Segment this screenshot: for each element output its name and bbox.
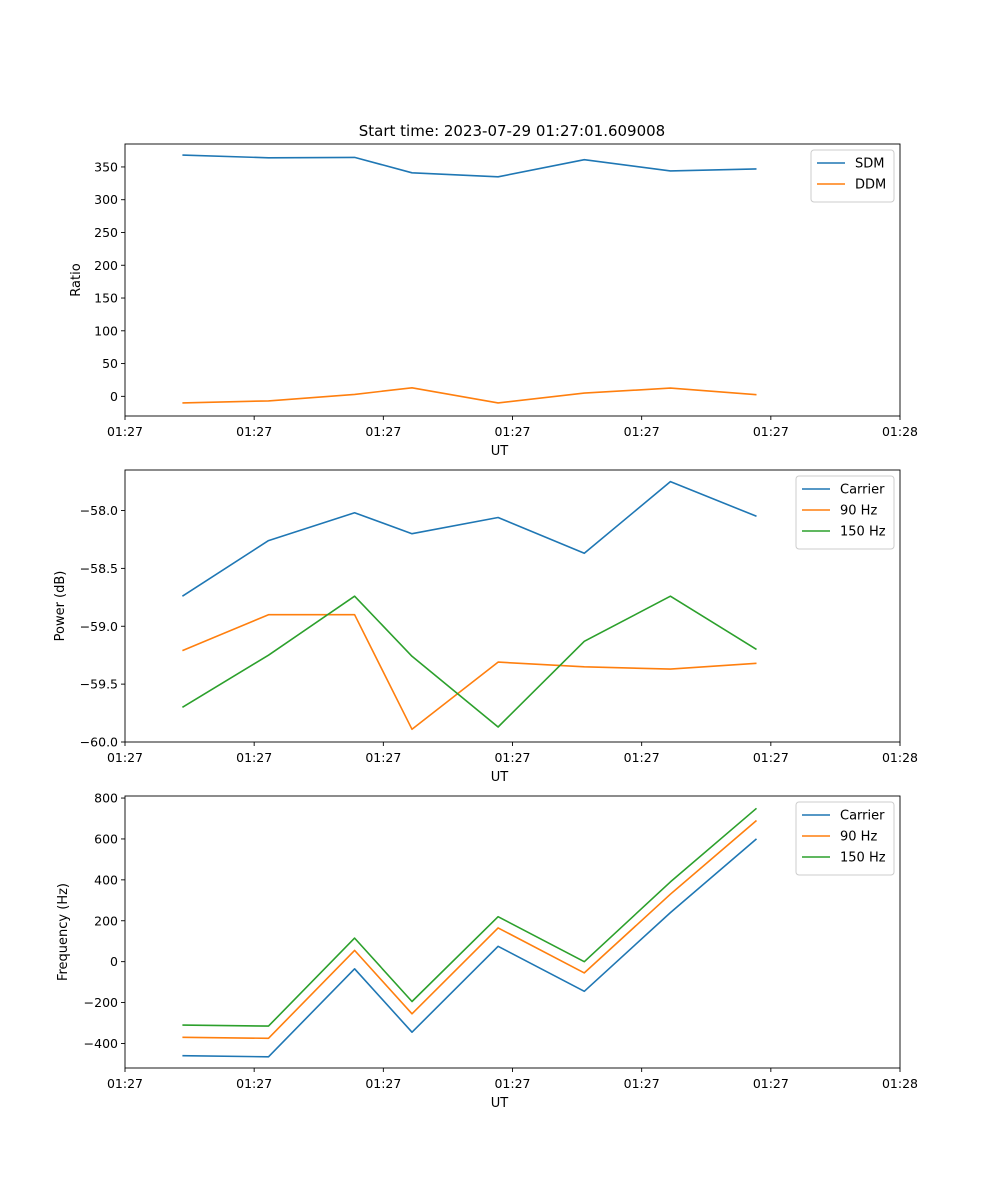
x-tick-label: 01:27	[107, 750, 143, 765]
legend-label: 150 Hz	[840, 851, 886, 866]
y-tick-label: −59.5	[80, 677, 118, 692]
y-tick-label: 200	[94, 913, 118, 928]
x-tick-label: 01:27	[494, 424, 530, 439]
legend-label: 90 Hz	[840, 504, 877, 519]
legend: Carrier 90 Hz 150 Hz	[795, 801, 895, 876]
y-tick-label: 100	[94, 323, 118, 338]
y-tick-label: 400	[94, 872, 118, 887]
series-line-sdm	[182, 154, 757, 178]
series-line-carrier	[182, 838, 758, 1058]
series-line-carrier	[181, 480, 757, 597]
y-tick-label: 50	[102, 356, 118, 371]
y-tick-label: 800	[94, 791, 118, 806]
y-tick-label: −60.0	[80, 735, 118, 750]
y-tick-label: −400	[84, 1036, 118, 1051]
x-tick-label: 01:28	[882, 424, 918, 439]
x-tick-label: 01:27	[494, 1076, 530, 1091]
legend-label: 150 Hz	[840, 525, 886, 540]
subplot-2: 01:27 01:27 01:27 01:27 01:27 01:27 01:28 −60.0…	[53, 469, 918, 785]
x-tick-label: 01:27	[365, 1076, 401, 1091]
x-tick-label: 01:27	[624, 1076, 660, 1091]
x-tick-label: 01:27	[107, 1076, 143, 1091]
x-tick-label: 01:27	[624, 750, 660, 765]
series-line-ddm	[182, 386, 757, 404]
y-axis-label: Ratio	[69, 263, 84, 296]
y-tick-label: 600	[94, 831, 118, 846]
subplot-1: 01:27 01:27 01:27 01:27 01:27 01:27 01:28 0 50 10…	[69, 143, 918, 459]
y-tick-label: 300	[94, 192, 118, 207]
legend-label: Carrier	[840, 809, 885, 824]
figure-title: Start time: 2023-07-29 01:27:01.609008	[359, 122, 665, 140]
series-line-90-hz	[182, 613, 757, 731]
y-tick-label: 0	[110, 954, 118, 969]
x-tick-label: 01:27	[365, 750, 401, 765]
x-tick-label: 01:27	[236, 750, 272, 765]
legend-label: 90 Hz	[840, 830, 877, 845]
y-tick-label: 350	[94, 159, 118, 174]
x-tick-label: 01:27	[753, 424, 789, 439]
x-tick-label: 01:27	[753, 750, 789, 765]
x-tick-label: 01:27	[236, 1076, 272, 1091]
legend-label: Carrier	[840, 483, 885, 498]
x-tick-label: 01:27	[624, 424, 660, 439]
x-tick-label: 01:27	[107, 424, 143, 439]
y-tick-label: 250	[94, 225, 118, 240]
legend: Carrier 90 Hz 150 Hz	[795, 475, 895, 550]
y-tick-label: 150	[94, 291, 118, 306]
series-line-150-hz	[182, 807, 758, 1027]
x-tick-label: 01:28	[882, 1076, 918, 1091]
legend-label: DDM	[855, 178, 886, 193]
y-tick-label: −59.0	[80, 619, 118, 634]
legend-label: SDM	[855, 157, 884, 172]
x-axis-label: UT	[491, 770, 509, 785]
series-line-150-hz	[181, 595, 757, 728]
y-tick-label: −200	[84, 995, 118, 1010]
y-axis-label: Frequency (Hz)	[56, 883, 71, 981]
x-tick-label: 01:27	[236, 424, 272, 439]
subplot-3: 01:27 01:27 01:27 01:27 01:27 01:27 01:28 −400 −…	[56, 791, 918, 1111]
x-tick-label: 01:27	[753, 1076, 789, 1091]
x-axis-label: UT	[491, 444, 509, 459]
legend: SDM DDM	[810, 149, 895, 203]
plots-container: 01:27 01:27 01:27 01:27 01:27 01:27 01:28 0 50 10…	[53, 143, 918, 1111]
x-tick-label: 01:27	[494, 750, 530, 765]
y-tick-label: 200	[94, 258, 118, 273]
y-tick-label: 0	[110, 389, 118, 404]
x-axis-label: UT	[491, 1096, 509, 1111]
x-tick-label: 01:27	[365, 424, 401, 439]
y-tick-label: −58.5	[80, 561, 118, 576]
series-line-90-hz	[182, 819, 758, 1040]
y-tick-label: −58.0	[80, 503, 118, 518]
x-tick-label: 01:28	[882, 750, 918, 765]
y-axis-label: Power (dB)	[53, 571, 68, 642]
